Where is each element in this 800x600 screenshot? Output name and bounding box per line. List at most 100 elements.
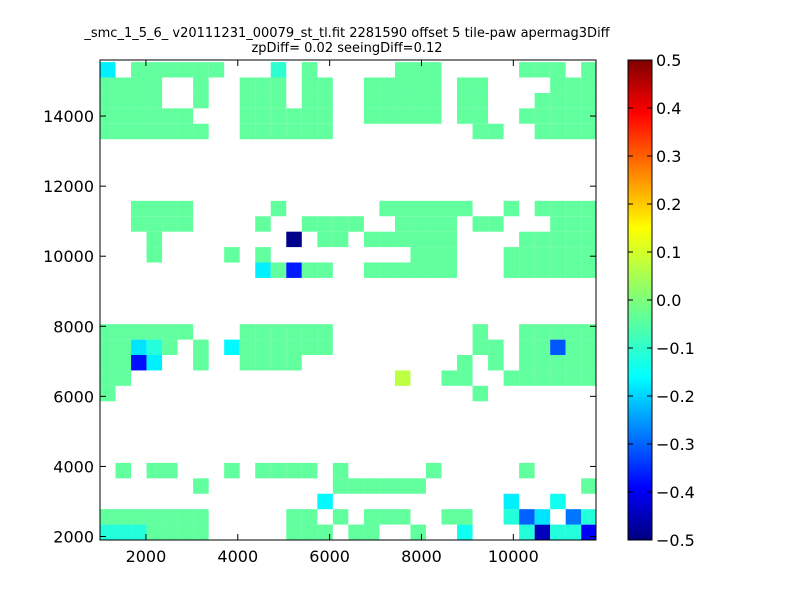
heatmap-cell <box>425 200 442 217</box>
heatmap-cell <box>441 216 458 232</box>
heatmap-cell <box>457 108 473 124</box>
heatmap-cell <box>379 200 395 217</box>
heatmap-cell <box>394 262 411 278</box>
heatmap-cell <box>239 339 256 356</box>
heatmap-cell <box>503 247 520 263</box>
heatmap-cell <box>255 462 271 479</box>
heatmap-cell <box>425 92 442 109</box>
heatmap-cell <box>565 200 582 217</box>
heatmap-cell <box>131 216 147 232</box>
heatmap-cell <box>131 77 147 93</box>
heatmap-cell <box>286 324 302 340</box>
heatmap-cell <box>534 339 551 356</box>
heatmap-cell <box>410 216 426 232</box>
heatmap-cell <box>503 200 520 217</box>
heatmap-cells <box>100 62 596 540</box>
x-tick-label: 2000 <box>126 547 167 566</box>
heatmap-cell <box>581 200 596 217</box>
heatmap-cell <box>146 123 163 140</box>
heatmap-cell <box>581 108 596 124</box>
heatmap-cell <box>363 509 380 525</box>
heatmap-cell <box>317 92 333 109</box>
heatmap-cell <box>162 62 178 78</box>
heatmap-cell <box>519 339 535 356</box>
heatmap-cell <box>379 262 395 278</box>
heatmap-cell <box>425 62 442 78</box>
heatmap-cell <box>581 370 596 386</box>
heatmap-cell <box>146 355 163 371</box>
heatmap-cell <box>286 355 302 371</box>
heatmap-cell <box>100 324 116 340</box>
heatmap-cell <box>534 200 551 217</box>
heatmap-cell <box>115 339 132 356</box>
heatmap-cell <box>394 92 411 109</box>
heatmap-cell <box>565 324 582 340</box>
heatmap-cell <box>239 123 256 140</box>
heatmap-cell <box>193 62 209 78</box>
heatmap-cell <box>565 231 582 248</box>
heatmap-cell <box>394 370 411 386</box>
heatmap-cell <box>441 200 458 217</box>
heatmap-cell <box>363 92 380 109</box>
colorbar-tick-label: 0.3 <box>656 147 681 166</box>
heatmap-cell <box>146 324 163 340</box>
heatmap-cell <box>565 262 582 278</box>
heatmap-cell <box>131 355 147 371</box>
heatmap-cell <box>410 200 426 217</box>
colorbar-tick-label: 0.1 <box>656 243 681 262</box>
heatmap-cell <box>565 509 582 525</box>
heatmap-cell <box>410 262 426 278</box>
heatmap-cell <box>317 493 333 510</box>
heatmap-cell <box>565 216 582 232</box>
heatmap-cell <box>565 339 582 356</box>
heatmap-cell <box>441 262 458 278</box>
heatmap-cell <box>255 324 271 340</box>
heatmap-cell <box>472 339 489 356</box>
y-axis: 2000 4000 6000 8000 10000 12000 14000 <box>43 107 596 546</box>
colorbar-tick-label: −0.1 <box>656 339 695 358</box>
heatmap-cell <box>317 524 333 540</box>
chart-title: _smc_1_5_6_ v20111231_00079_st_tl.fit 22… <box>84 26 610 41</box>
heatmap-cell <box>193 355 209 371</box>
heatmap-cell <box>270 200 287 217</box>
heatmap-cell <box>503 370 520 386</box>
heatmap-cell <box>410 108 426 124</box>
heatmap-cell <box>550 231 566 248</box>
heatmap-cell <box>301 462 318 479</box>
heatmap-cell <box>286 123 302 140</box>
heatmap-cell <box>286 509 302 525</box>
heatmap-cell <box>193 478 209 494</box>
heatmap-cell <box>503 509 520 525</box>
heatmap-cell <box>565 77 582 93</box>
heatmap-cell <box>146 509 163 525</box>
heatmap-cell <box>441 231 458 248</box>
heatmap-cell <box>255 339 271 356</box>
heatmap-cell <box>425 262 442 278</box>
colorbar-tick-label: 0.0 <box>656 291 681 310</box>
heatmap-cell <box>581 92 596 109</box>
heatmap-cell <box>177 123 194 140</box>
heatmap-cell <box>550 370 566 386</box>
heatmap-cell <box>410 62 426 78</box>
heatmap-cell <box>410 77 426 93</box>
heatmap-cell <box>193 509 209 525</box>
heatmap-cell <box>270 262 287 278</box>
heatmap-cell <box>332 509 349 525</box>
heatmap-cell <box>115 92 132 109</box>
heatmap-cell <box>534 370 551 386</box>
heatmap-cell <box>255 108 271 124</box>
heatmap-cell <box>177 524 194 540</box>
heatmap-cell <box>100 339 116 356</box>
heatmap-cell <box>457 92 473 109</box>
heatmap-cell <box>301 262 318 278</box>
heatmap-cell <box>394 509 411 525</box>
y-tick-label: 8000 <box>53 317 94 336</box>
heatmap-cell <box>146 524 163 540</box>
heatmap-cell <box>146 200 163 217</box>
colorbar-tick-label: 0.4 <box>656 99 681 118</box>
heatmap-cell <box>286 262 302 278</box>
heatmap-cell <box>100 123 116 140</box>
heatmap-cell <box>131 339 147 356</box>
colorbar-tick-label: −0.3 <box>656 435 695 454</box>
heatmap-cell <box>550 247 566 263</box>
